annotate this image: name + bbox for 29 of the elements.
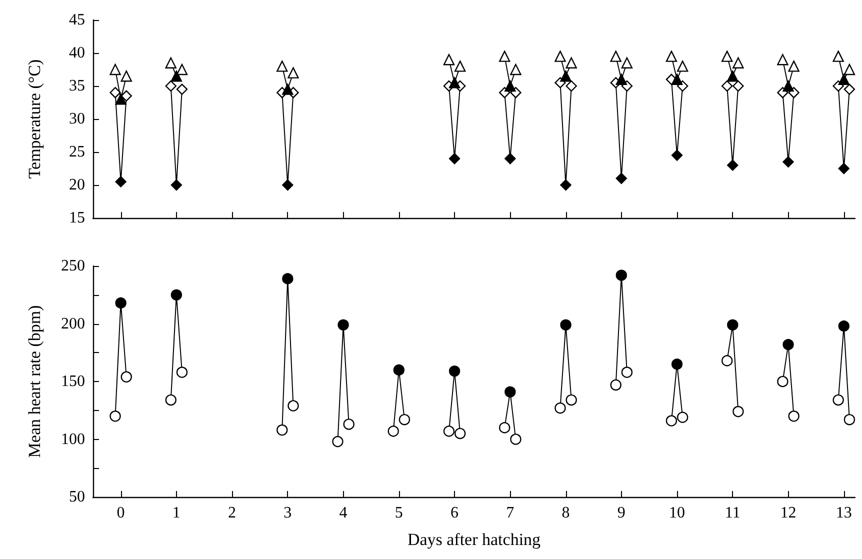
y-tick-label: 30 bbox=[69, 110, 85, 128]
x-tick-label: 4 bbox=[339, 504, 348, 522]
y-tick-label: 15 bbox=[69, 210, 85, 226]
y-axis-title: Mean heart rate (bpm) bbox=[25, 305, 44, 458]
x-tick-label: 13 bbox=[836, 504, 852, 522]
y-tick-label: 25 bbox=[69, 144, 85, 160]
y-tick-label: 200 bbox=[61, 315, 85, 332]
x-tick-label: 6 bbox=[450, 504, 459, 522]
x-tick-label: 5 bbox=[394, 504, 403, 522]
x-tick-label: 11 bbox=[724, 504, 740, 522]
y-tick-label: 150 bbox=[61, 373, 85, 390]
x-tick-label: 12 bbox=[780, 504, 796, 522]
x-tick-label: 9 bbox=[617, 504, 626, 522]
x-tick-label: 2 bbox=[228, 504, 236, 522]
x-axis-title: Days after hatching bbox=[407, 530, 542, 549]
y-tick-label: 40 bbox=[69, 44, 85, 62]
x-tick-label: 10 bbox=[669, 504, 686, 522]
y-tick-label: 35 bbox=[69, 78, 85, 94]
y-axis-title: Temperature (°C) bbox=[25, 59, 44, 179]
y-tick-label: 50 bbox=[69, 488, 85, 506]
y-tick-label: 20 bbox=[69, 176, 85, 194]
y-tick-label: 45 bbox=[69, 12, 85, 28]
x-tick-label: 3 bbox=[284, 504, 292, 522]
y-tick-label: 250 bbox=[61, 258, 85, 274]
x-tick-label: 0 bbox=[116, 504, 125, 522]
x-tick-label: 7 bbox=[506, 504, 514, 522]
x-tick-label: 8 bbox=[562, 504, 570, 522]
x-tick-label: 1 bbox=[172, 504, 180, 522]
y-tick-label: 100 bbox=[61, 430, 85, 448]
